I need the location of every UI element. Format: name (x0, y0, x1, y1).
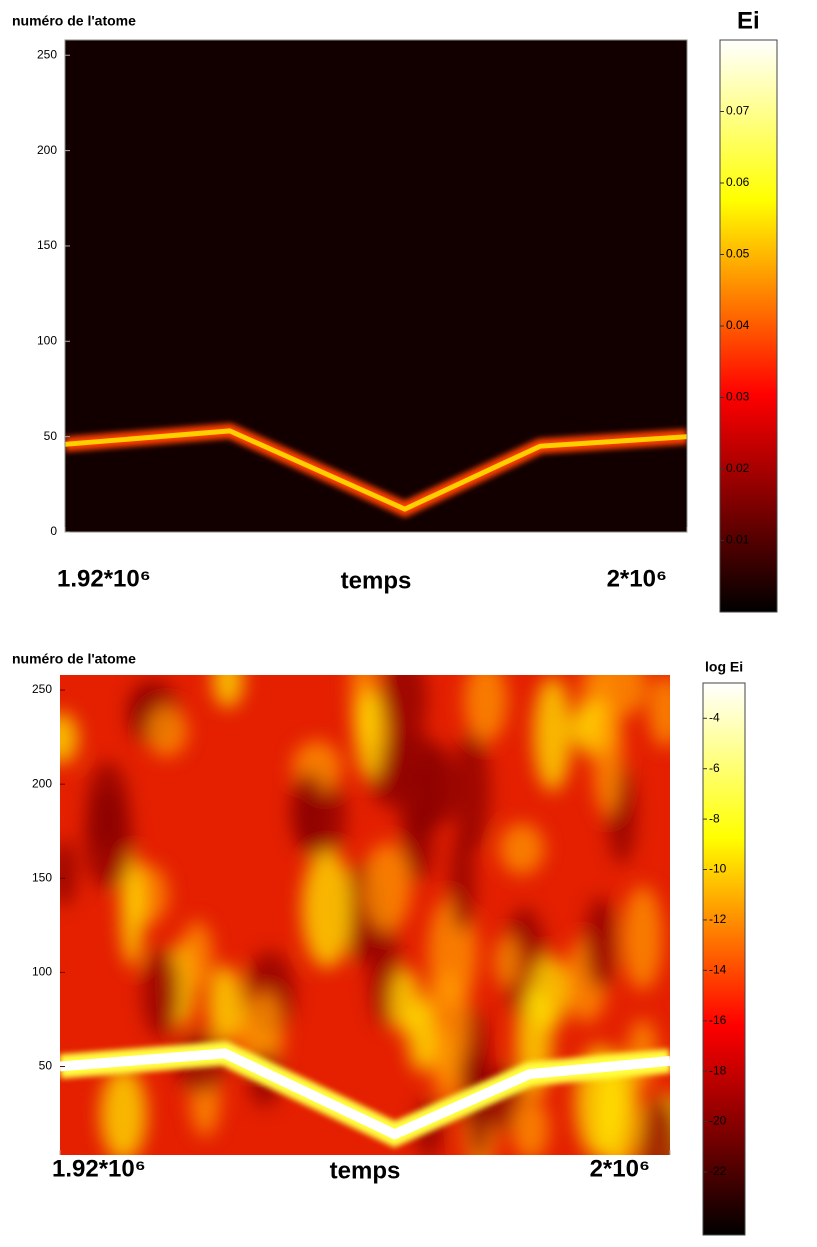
texture-blob (648, 675, 670, 748)
y-tick-label: 150 (32, 870, 52, 884)
texture-blob (640, 1096, 670, 1155)
texture-blob (592, 699, 623, 817)
y-tick-label: 150 (37, 238, 57, 252)
texture-blob (584, 896, 618, 990)
colorbar-tick-label: -6 (709, 761, 720, 775)
y-tick-label: 250 (32, 682, 52, 696)
plot-frame (64, 39, 688, 533)
x-tick-label: 1.92*10⁶ (57, 565, 151, 592)
y-tick-label: 200 (32, 776, 52, 790)
y-tick-label: 100 (37, 333, 57, 347)
colorbar-tick-label: -8 (709, 811, 720, 825)
heatmap (60, 675, 670, 1155)
texture-blob (142, 948, 181, 1038)
texture-blob (83, 789, 133, 890)
texture-blob (499, 823, 545, 875)
heatmap (65, 40, 687, 532)
texture-blob (301, 849, 353, 968)
texture-blob (290, 771, 325, 851)
texture-blob (60, 840, 78, 907)
texture-blob (362, 842, 412, 933)
colorbar-tick-label: 0.03 (726, 390, 750, 404)
x-tick-label: 2*10⁶ (590, 1155, 650, 1182)
texture-blob (146, 705, 188, 757)
colorbar (719, 39, 778, 613)
x-axis-label: temps (330, 1157, 401, 1184)
colorbar-tick-label: -16 (709, 1013, 727, 1027)
y-tick-label: 100 (32, 965, 52, 979)
x-axis-label: temps (341, 567, 412, 594)
texture-blob (355, 687, 386, 780)
colorbar-tick-label: -14 (709, 963, 727, 977)
texture-blob (212, 675, 244, 708)
texture-blob (528, 955, 569, 1030)
colorbar-tick-label: 0.06 (726, 175, 750, 189)
colorbar-tick-label: -12 (709, 912, 727, 926)
texture-blob (453, 731, 491, 852)
texture-blob (533, 676, 572, 792)
texture-blob (622, 885, 663, 991)
colorbar-tick-label: -4 (709, 710, 720, 724)
texture-blob (407, 998, 435, 1073)
texture-blob (394, 732, 444, 840)
colorbar-tick-label: 0.02 (726, 461, 750, 475)
y-axis-label: numéro de l'atome (12, 651, 136, 667)
texture-blob (494, 935, 521, 989)
texture-blob (449, 828, 476, 934)
colorbar-title: Ei (737, 7, 760, 34)
colorbar-title: log Ei (705, 659, 743, 675)
texture-blob (381, 675, 428, 750)
texture-blob (206, 965, 244, 1044)
y-tick-label: 250 (37, 47, 57, 61)
texture-blob (464, 675, 508, 743)
y-tick-label: 200 (37, 143, 57, 157)
colorbar-tick-label: 0.07 (726, 104, 750, 118)
texture-blob (181, 921, 213, 987)
ridge (60, 1048, 670, 1140)
texture-blob (60, 712, 79, 765)
y-tick-label: 50 (39, 1059, 53, 1073)
y-tick-label: 50 (44, 429, 58, 443)
texture-blob (511, 1097, 550, 1155)
colorbar (702, 682, 746, 1236)
colorbar-tick-label: -20 (709, 1114, 727, 1128)
colorbar-tick-label: -18 (709, 1063, 727, 1077)
texture-blob (421, 970, 471, 1080)
y-axis-label: numéro de l'atome (12, 13, 136, 29)
heatmap-background (65, 40, 687, 532)
x-tick-label: 2*10⁶ (607, 565, 667, 592)
texture-blob (100, 1067, 147, 1155)
colorbar-tick-label: 0.05 (726, 247, 750, 261)
ridge (65, 428, 687, 512)
x-tick-label: 1.92*10⁶ (52, 1155, 146, 1182)
texture-blob (120, 852, 145, 967)
texture-blob (246, 991, 283, 1056)
colorbar-tick-label: 0.01 (726, 533, 750, 547)
y-tick-label: 0 (50, 524, 57, 538)
colorbar-tick-label: -22 (709, 1164, 727, 1178)
colorbar-tick-label: -10 (709, 862, 727, 876)
colorbar-tick-label: 0.04 (726, 318, 750, 332)
